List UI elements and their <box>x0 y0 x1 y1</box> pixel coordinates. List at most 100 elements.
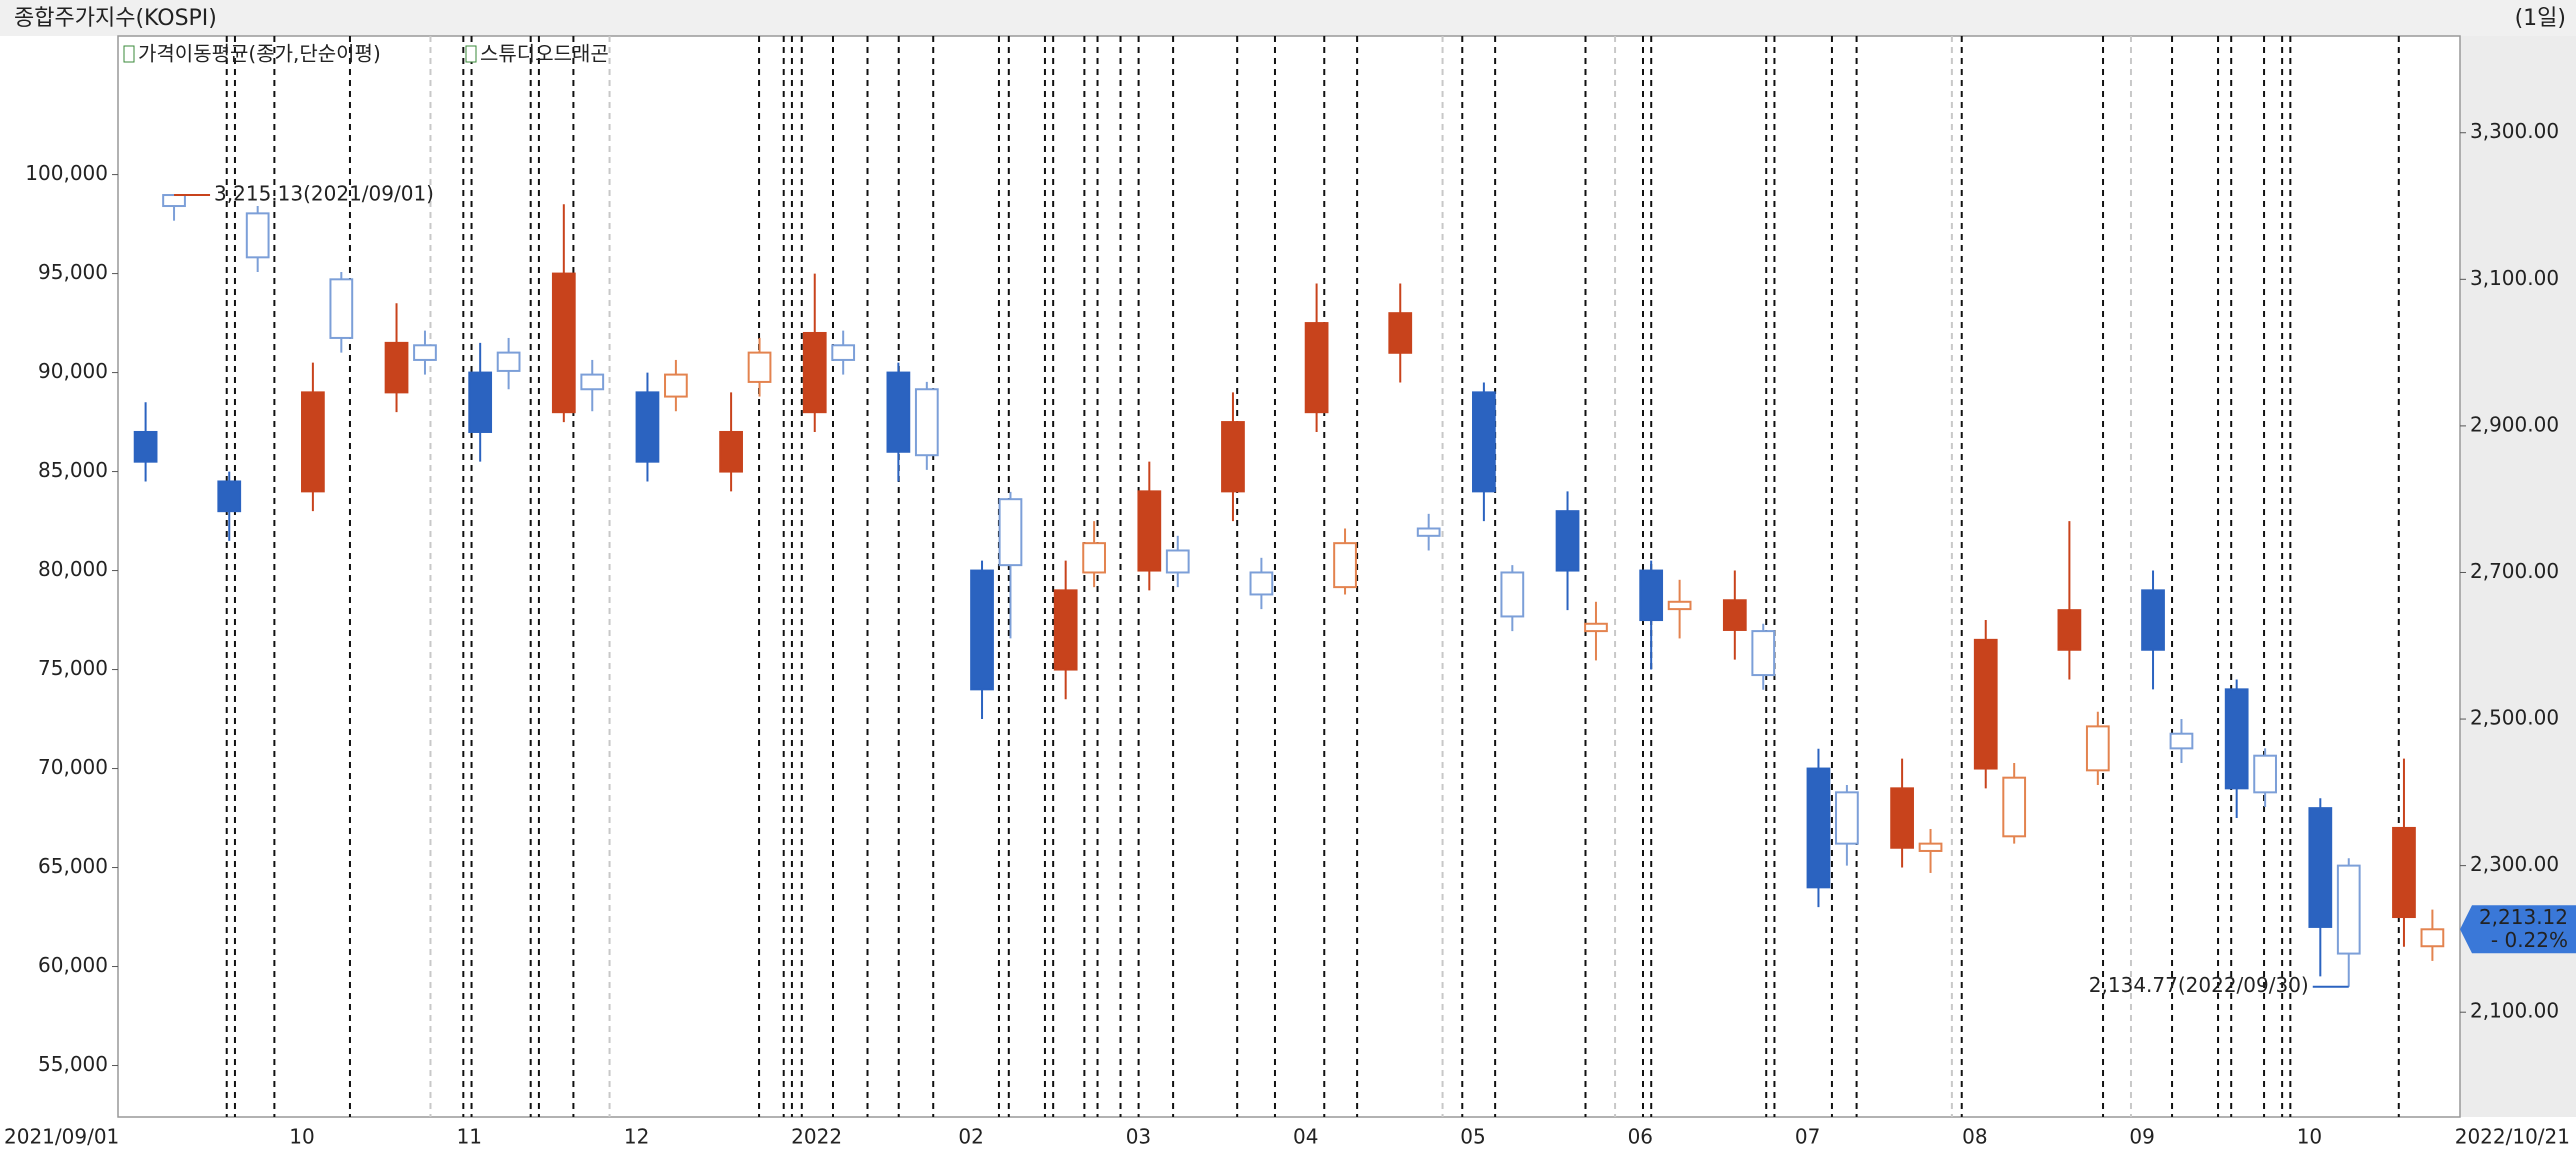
candle-body <box>551 272 576 414</box>
candle-body <box>162 194 186 208</box>
candle-body <box>1137 490 1162 572</box>
candle-body <box>719 430 743 473</box>
x-tick-label: 2021/09/01 <box>4 1125 119 1149</box>
last-price-tag <box>2460 905 2576 954</box>
last-price: 2,213.12 <box>2479 905 2568 929</box>
y-tick-label: 90,000 <box>38 359 108 383</box>
candle-body <box>2336 864 2361 955</box>
candle-body <box>413 344 437 361</box>
y-tick-label: 75,000 <box>38 656 108 680</box>
candle-body <box>1973 638 1998 770</box>
candle-body <box>580 373 605 391</box>
candle-body <box>2057 609 2082 651</box>
period-label: (1일) <box>2515 6 2566 31</box>
candle-body <box>1890 787 1914 849</box>
min-label: 2,134.77(2022/09/30) <box>2089 973 2309 997</box>
legend-icon <box>123 45 135 63</box>
x-tick-label: 10 <box>289 1125 314 1149</box>
candle-body <box>2085 725 2110 772</box>
candle-body <box>914 388 939 457</box>
candle-body <box>1388 312 1413 354</box>
candle-body <box>1053 589 1078 671</box>
candle-body <box>2224 688 2249 790</box>
plot-area <box>117 35 2461 1118</box>
x-tick-label: 03 <box>1126 1125 1151 1149</box>
y2-tick-label: 3,300.00 <box>2470 119 2559 143</box>
candle-body <box>329 278 354 339</box>
candle-body <box>970 569 994 691</box>
x-tick-label: 07 <box>1795 1125 1820 1149</box>
candle-body <box>2420 928 2445 948</box>
legend-icon <box>465 45 477 63</box>
y2-tick-label: 2,700.00 <box>2470 559 2559 583</box>
candle-body <box>245 212 270 259</box>
chart-title: 종합주가지수(KOSPI) <box>14 6 217 31</box>
candle-body <box>2002 776 2027 838</box>
candle-body <box>998 498 1023 567</box>
candle-body <box>1835 791 1859 845</box>
y-tick-label: 95,000 <box>38 260 108 284</box>
candle-body <box>1249 571 1274 596</box>
candle-body <box>1221 421 1245 493</box>
candle-body <box>1584 622 1608 633</box>
x-tick-label: 2022/10/21 <box>2455 1125 2570 1149</box>
x-tick-label: 06 <box>1628 1125 1653 1149</box>
candle-body <box>747 351 772 383</box>
candle-body <box>886 371 911 453</box>
y2-tick-label: 2,300.00 <box>2470 852 2559 876</box>
candle-body <box>802 331 827 414</box>
max-label: 3,215.13(2021/09/01) <box>214 181 434 205</box>
y2-tick-label: 2,900.00 <box>2470 412 2559 436</box>
x-tick-label: 12 <box>624 1125 649 1149</box>
candle-body <box>2308 807 2333 928</box>
x-tick-label: 11 <box>457 1125 482 1149</box>
y2-tick-label: 2,500.00 <box>2470 706 2559 730</box>
candle-body <box>1639 569 1664 622</box>
candle-body <box>1416 527 1441 537</box>
candle-body <box>831 344 856 361</box>
candle-body <box>635 391 660 463</box>
y2-tick-label: 3,100.00 <box>2470 266 2559 290</box>
x-tick-label: 08 <box>1962 1125 1987 1149</box>
candle-body <box>664 373 688 398</box>
y-tick-label: 70,000 <box>38 755 108 779</box>
candle-body <box>1165 549 1190 574</box>
header-bar <box>0 0 2576 36</box>
candle-body <box>301 391 325 493</box>
candle-body <box>1333 542 1357 589</box>
candle-body <box>1082 542 1106 574</box>
x-tick-label: 09 <box>2129 1125 2154 1149</box>
y-tick-label: 100,000 <box>25 161 108 185</box>
x-tick-label: 2022 <box>791 1125 842 1149</box>
candle-body <box>1500 571 1525 618</box>
candle-body <box>384 341 409 394</box>
candle-body <box>2253 754 2277 794</box>
candle-body <box>1667 600 1692 611</box>
candle-body <box>217 480 242 513</box>
candle-body <box>1918 842 1943 852</box>
y-tick-label: 65,000 <box>38 854 108 878</box>
y-tick-label: 55,000 <box>38 1052 108 1076</box>
candle-body <box>2392 826 2416 919</box>
last-change: - 0.22% <box>2491 928 2568 952</box>
candle-body <box>1722 599 1747 631</box>
y-tick-label: 60,000 <box>38 953 108 977</box>
y-tick-label: 80,000 <box>38 557 108 581</box>
x-tick-label: 10 <box>2297 1125 2322 1149</box>
event-lines <box>225 36 2400 1117</box>
y-tick-label: 85,000 <box>38 458 108 482</box>
candle-body <box>496 351 521 372</box>
candle-body <box>468 371 493 433</box>
candle-body <box>133 430 158 463</box>
candle-body <box>1806 767 1831 889</box>
candle-body <box>2169 732 2194 750</box>
candle-body <box>1555 510 1580 572</box>
legend-series: 스튜디오드래곤 <box>480 42 609 66</box>
y2-tick-label: 2,100.00 <box>2470 999 2559 1023</box>
candle-body <box>2141 589 2165 651</box>
x-tick-label: 02 <box>958 1125 983 1149</box>
x-tick-label: 05 <box>1460 1125 1485 1149</box>
candle-body <box>1304 322 1329 414</box>
candle-body <box>1751 630 1776 677</box>
